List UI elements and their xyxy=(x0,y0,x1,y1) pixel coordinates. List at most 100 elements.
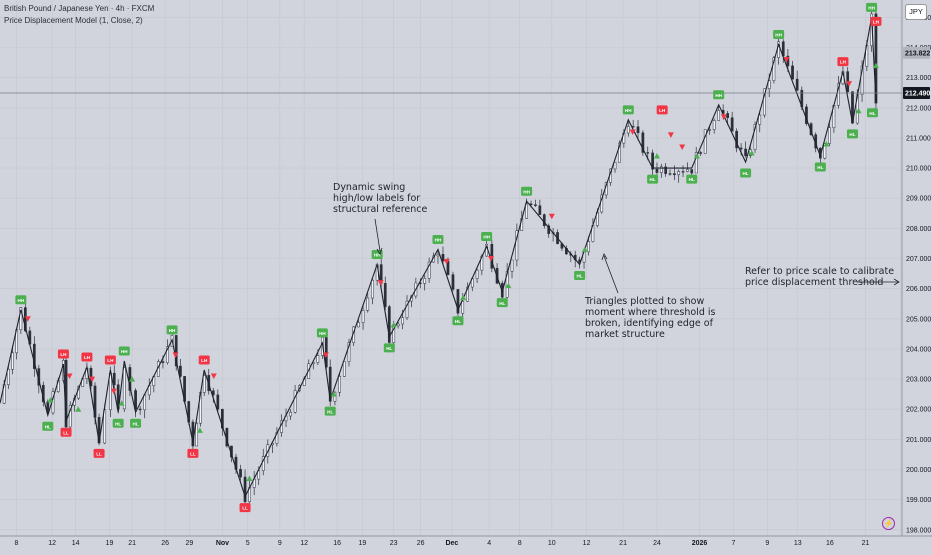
candle-body xyxy=(166,346,169,363)
triangle-up-marker xyxy=(693,153,700,159)
price-tick-label: 204.000 xyxy=(906,346,931,353)
candle-body xyxy=(134,390,137,410)
candle-body xyxy=(538,205,542,215)
swing-label-hl: HL xyxy=(130,418,142,428)
candle-body xyxy=(636,126,640,134)
swing-label-text: HL xyxy=(455,319,461,324)
time-tick-label: 10 xyxy=(548,540,556,547)
swing-line-layer xyxy=(0,17,902,499)
annotation-scale-line-1: Refer to price scale to calibrate xyxy=(745,266,895,277)
candle-body xyxy=(174,335,178,367)
swing-label-text: LH xyxy=(84,355,91,360)
time-tick-label: 21 xyxy=(128,540,136,547)
price-tick-label: 206.000 xyxy=(906,286,931,293)
swing-label-box xyxy=(686,174,698,184)
candle-body xyxy=(161,361,165,363)
triangle-down-marker xyxy=(443,259,450,265)
candle-body xyxy=(436,254,440,257)
price-tick-label: 207.000 xyxy=(906,256,931,263)
candle-body xyxy=(338,376,341,393)
annotation-triangles: Triangles plotted to show moment where t… xyxy=(585,296,715,340)
swing-label-text: HH xyxy=(775,33,782,38)
current-price-badge xyxy=(903,87,930,100)
swing-label-hh: HH xyxy=(316,328,328,338)
candle-body xyxy=(613,161,617,170)
annotation-swing-line-2: high/low labels for xyxy=(333,193,421,204)
price-tick-label: 209.000 xyxy=(906,196,931,203)
swing-label-lh: LH xyxy=(656,105,668,115)
candle-body xyxy=(396,323,400,327)
currency-button[interactable]: JPY xyxy=(905,4,927,20)
candle-body xyxy=(529,203,533,205)
time-tick-label: 21 xyxy=(619,540,627,547)
candle-body xyxy=(441,254,445,262)
candle-body xyxy=(739,147,743,150)
annotation-scale: Refer to price scale to calibrate price … xyxy=(745,266,894,288)
swing-label-text: HL xyxy=(115,421,121,426)
triangle-up-marker xyxy=(47,397,54,403)
swing-label-box xyxy=(814,162,826,172)
triangle-down-marker xyxy=(66,373,73,380)
swing-label-box xyxy=(187,448,199,458)
annotation-triangles-line-1: Triangles plotted to show xyxy=(585,296,705,307)
triangle-down-marker xyxy=(720,114,727,120)
bolt-icon[interactable]: ⚡ xyxy=(882,517,895,530)
candle-body xyxy=(466,286,469,302)
swing-label-text: HH xyxy=(483,235,490,240)
swing-label-lh: LH xyxy=(81,352,93,362)
time-axis[interactable]: 8 12 14 19 21 26 29 Nov 5 9 12 16 19 23 26 Dec 4 8 10 12 21 2… xyxy=(15,540,870,547)
triangle-up-marker xyxy=(653,153,660,159)
swing-label-hl: HL xyxy=(452,316,464,326)
swing-label-text: HL xyxy=(743,171,749,176)
price-tick-label: 201.000 xyxy=(906,437,931,444)
triangle-down-marker xyxy=(377,280,384,286)
time-tick-label: 16 xyxy=(826,540,834,547)
triangle-up-marker xyxy=(855,107,862,114)
candle-body xyxy=(216,394,220,410)
triangle-up-marker xyxy=(246,475,253,482)
swing-label-text: LH xyxy=(107,358,114,363)
swing-label-box xyxy=(239,503,251,513)
time-tick-label: 2026 xyxy=(692,540,708,547)
swing-label-box xyxy=(740,168,752,178)
swing-label-hl: HL xyxy=(846,129,858,139)
triangle-up-marker xyxy=(748,149,755,156)
candle-body xyxy=(333,391,337,402)
triangle-down-marker xyxy=(172,352,179,358)
swing-line xyxy=(0,17,877,499)
swing-label-text: LL xyxy=(96,451,102,456)
swing-label-text: HH xyxy=(625,108,632,113)
price-tick-label: 208.000 xyxy=(906,226,931,233)
indicator-title: Price Displacement Model (1, Close, 2) xyxy=(4,16,143,25)
candle-body xyxy=(655,168,659,173)
reference-price-badge xyxy=(903,46,930,59)
price-axis-labels: 213.822 212.490 xyxy=(903,46,930,100)
price-tick-label: 205.000 xyxy=(906,316,931,323)
triangle-down-marker xyxy=(210,373,217,380)
price-tick-label: 199.000 xyxy=(906,497,931,504)
swing-label-text: HL xyxy=(386,346,392,351)
annotation-swing-line-1: Dynamic swing xyxy=(333,182,406,193)
candle-body xyxy=(672,173,676,176)
triangle-down-marker xyxy=(629,129,636,135)
candle-body xyxy=(699,152,703,154)
triangle-up-marker xyxy=(118,400,125,406)
swing-label-box xyxy=(647,174,659,184)
swing-label-box xyxy=(432,234,444,244)
swing-label-text: HH xyxy=(374,253,381,258)
candle-body xyxy=(744,148,747,156)
triangle-up-marker xyxy=(581,246,588,252)
arrow-swing-line xyxy=(374,218,381,252)
swing-label-box xyxy=(130,418,142,428)
swing-label-text: HL xyxy=(817,165,823,170)
candle-body xyxy=(587,241,590,253)
candle-body xyxy=(461,301,465,314)
swing-label-text: LH xyxy=(840,60,847,65)
swing-label-box xyxy=(112,418,124,428)
candle-body xyxy=(618,142,621,163)
candle-body xyxy=(668,173,672,175)
triangle-up-marker xyxy=(505,282,512,289)
swing-label-hl: HL xyxy=(647,174,659,184)
swing-label-text: HH xyxy=(319,331,326,336)
